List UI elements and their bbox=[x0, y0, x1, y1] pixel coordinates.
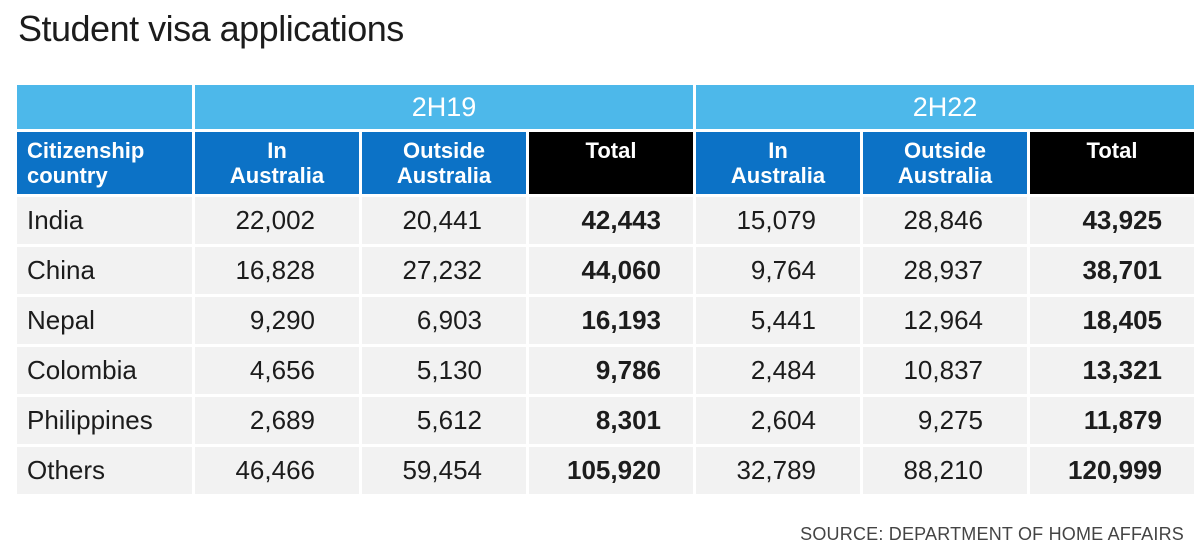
table-row: Others 46,466 59,454 105,920 32,789 88,210 120… bbox=[17, 447, 1194, 494]
cell-in-australia-2h19: 22,002 bbox=[195, 197, 359, 244]
column-header-line2: Australia bbox=[229, 163, 325, 188]
group-header-2h19: 2H19 bbox=[195, 85, 693, 129]
cell-outside-australia-2h19: 59,454 bbox=[362, 447, 526, 494]
column-header-line1: Outside bbox=[904, 138, 986, 163]
cell-country: Colombia bbox=[17, 347, 192, 394]
cell-in-australia-2h22: 32,789 bbox=[696, 447, 860, 494]
cell-outside-australia-2h19: 5,612 bbox=[362, 397, 526, 444]
cell-outside-australia-2h19: 5,130 bbox=[362, 347, 526, 394]
table-row: Philippines 2,689 5,612 8,301 2,604 9,275 11,8… bbox=[17, 397, 1194, 444]
cell-in-australia-2h19: 16,828 bbox=[195, 247, 359, 294]
column-header-line2: Australia bbox=[730, 163, 826, 188]
cell-total-2h19: 42,443 bbox=[529, 197, 693, 244]
cell-total-2h19: 44,060 bbox=[529, 247, 693, 294]
column-header-in-australia-2h19: In Australia bbox=[195, 132, 359, 194]
cell-outside-australia-2h22: 88,210 bbox=[863, 447, 1027, 494]
cell-outside-australia-2h22: 10,837 bbox=[863, 347, 1027, 394]
cell-outside-australia-2h22: 12,964 bbox=[863, 297, 1027, 344]
cell-country: India bbox=[17, 197, 192, 244]
cell-total-2h22: 38,701 bbox=[1030, 247, 1194, 294]
column-header-country-line2: country bbox=[27, 163, 108, 188]
group-header-2h22: 2H22 bbox=[696, 85, 1194, 129]
table-row: China 16,828 27,232 44,060 9,764 28,937 38,701 bbox=[17, 247, 1194, 294]
column-header-country-line1: Citizenship bbox=[27, 138, 145, 163]
cell-total-2h19: 105,920 bbox=[529, 447, 693, 494]
cell-in-australia-2h19: 46,466 bbox=[195, 447, 359, 494]
cell-in-australia-2h22: 2,484 bbox=[696, 347, 860, 394]
cell-outside-australia-2h22: 28,937 bbox=[863, 247, 1027, 294]
table-row: India 22,002 20,441 42,443 15,079 28,846 43,92… bbox=[17, 197, 1194, 244]
column-header-country: Citizenship country bbox=[17, 132, 192, 194]
cell-in-australia-2h19: 2,689 bbox=[195, 397, 359, 444]
cell-total-2h22: 18,405 bbox=[1030, 297, 1194, 344]
cell-country: Others bbox=[17, 447, 192, 494]
column-header-line1: Outside bbox=[403, 138, 485, 163]
group-header-blank bbox=[17, 85, 192, 129]
column-header-row: Citizenship country In Australia Outside… bbox=[17, 132, 1194, 194]
cell-country: China bbox=[17, 247, 192, 294]
cell-outside-australia-2h19: 20,441 bbox=[362, 197, 526, 244]
cell-country: Nepal bbox=[17, 297, 192, 344]
column-header-line1: In bbox=[768, 138, 788, 163]
cell-total-2h22: 120,999 bbox=[1030, 447, 1194, 494]
column-header-total-2h19: Total bbox=[529, 132, 693, 194]
cell-outside-australia-2h19: 27,232 bbox=[362, 247, 526, 294]
cell-in-australia-2h22: 15,079 bbox=[696, 197, 860, 244]
cell-in-australia-2h22: 2,604 bbox=[696, 397, 860, 444]
cell-outside-australia-2h22: 28,846 bbox=[863, 197, 1027, 244]
cell-in-australia-2h19: 9,290 bbox=[195, 297, 359, 344]
chart-title: Student visa applications bbox=[18, 8, 404, 49]
column-header-line2: Australia bbox=[396, 163, 492, 188]
cell-country: Philippines bbox=[17, 397, 192, 444]
cell-total-2h22: 43,925 bbox=[1030, 197, 1194, 244]
cell-in-australia-2h22: 5,441 bbox=[696, 297, 860, 344]
column-header-line2: Australia bbox=[897, 163, 993, 188]
cell-outside-australia-2h19: 6,903 bbox=[362, 297, 526, 344]
group-header-row: 2H19 2H22 bbox=[17, 85, 1194, 129]
column-header-in-australia-2h22: In Australia bbox=[696, 132, 860, 194]
column-header-total-2h22: Total bbox=[1030, 132, 1194, 194]
column-header-line1: In bbox=[267, 138, 287, 163]
cell-in-australia-2h22: 9,764 bbox=[696, 247, 860, 294]
cell-total-2h22: 13,321 bbox=[1030, 347, 1194, 394]
column-header-outside-australia-2h19: Outside Australia bbox=[362, 132, 526, 194]
table-row: Nepal 9,290 6,903 16,193 5,441 12,964 18,405 bbox=[17, 297, 1194, 344]
cell-outside-australia-2h22: 9,275 bbox=[863, 397, 1027, 444]
visa-table: 2H19 2H22 Citizenship country In Austral… bbox=[14, 82, 1197, 497]
source-note: SOURCE: DEPARTMENT OF HOME AFFAIRS bbox=[800, 524, 1184, 544]
cell-in-australia-2h19: 4,656 bbox=[195, 347, 359, 394]
table-body: India 22,002 20,441 42,443 15,079 28,846 43,92… bbox=[17, 197, 1194, 494]
cell-total-2h19: 8,301 bbox=[529, 397, 693, 444]
cell-total-2h19: 9,786 bbox=[529, 347, 693, 394]
cell-total-2h19: 16,193 bbox=[529, 297, 693, 344]
column-header-outside-australia-2h22: Outside Australia bbox=[863, 132, 1027, 194]
table-row: Colombia 4,656 5,130 9,786 2,484 10,837 13,321 bbox=[17, 347, 1194, 394]
cell-total-2h22: 11,879 bbox=[1030, 397, 1194, 444]
